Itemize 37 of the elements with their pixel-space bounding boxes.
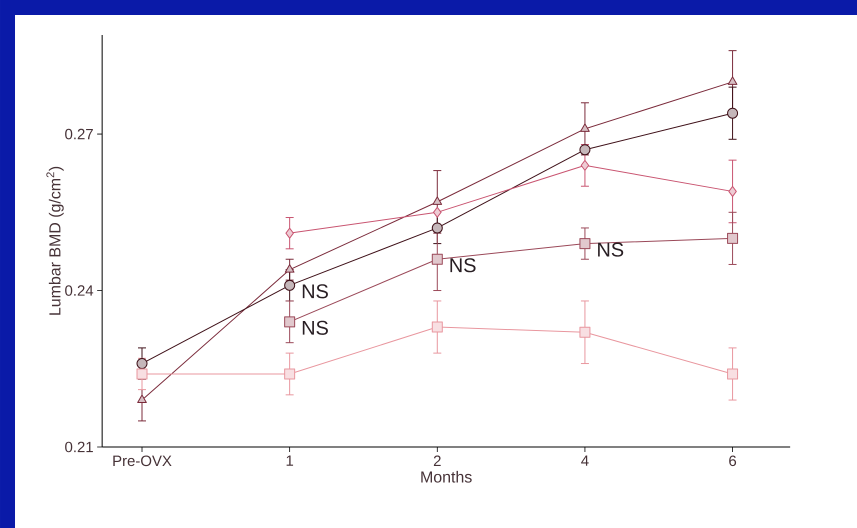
point [284,368,296,380]
point [432,196,442,205]
point [728,186,737,197]
point [137,394,147,404]
point [136,358,148,370]
point [432,254,443,265]
x-tick-label: 4 [581,456,589,466]
point [432,322,443,333]
point [579,326,590,338]
point [432,222,443,234]
annotation: NS [598,242,624,257]
point [579,238,590,250]
y-axis-title: Lumbar BMD (g/cm$^{2}$) [46,166,64,315]
point [580,123,590,132]
annotation: NS [302,320,328,335]
annotation: NS [302,284,328,298]
point [579,144,590,156]
point [284,264,294,273]
point [433,206,442,218]
y-tick-label: 0.24 [65,285,94,296]
point [580,160,590,171]
y-tick-label: 0.27 [65,128,93,140]
x-tick-label: 2 [434,456,441,466]
point [727,368,738,380]
point [284,316,296,328]
point [285,228,294,239]
x-tick-label: 6 [729,456,736,466]
annotation: NS [450,258,476,272]
x-axis-title: Months [421,470,472,483]
x-tick-label: Pre-OVX [113,456,172,466]
point [728,76,738,85]
y-tick-label: 0.21 [65,442,93,452]
point [284,280,296,291]
point [727,108,738,119]
x-tick-label: 1 [286,456,294,466]
point [727,232,738,244]
point [136,368,148,380]
